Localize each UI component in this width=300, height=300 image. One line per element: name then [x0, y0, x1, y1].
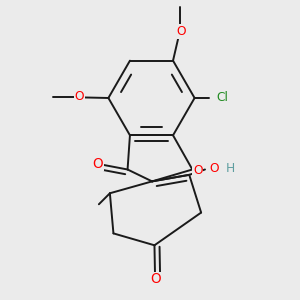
Text: Cl: Cl — [216, 91, 228, 104]
Text: O: O — [75, 90, 84, 103]
Text: O: O — [150, 272, 161, 286]
Text: H: H — [225, 162, 235, 176]
Text: O: O — [176, 25, 186, 38]
Text: O: O — [209, 162, 219, 176]
Text: O: O — [193, 164, 202, 177]
Text: O: O — [92, 157, 103, 170]
